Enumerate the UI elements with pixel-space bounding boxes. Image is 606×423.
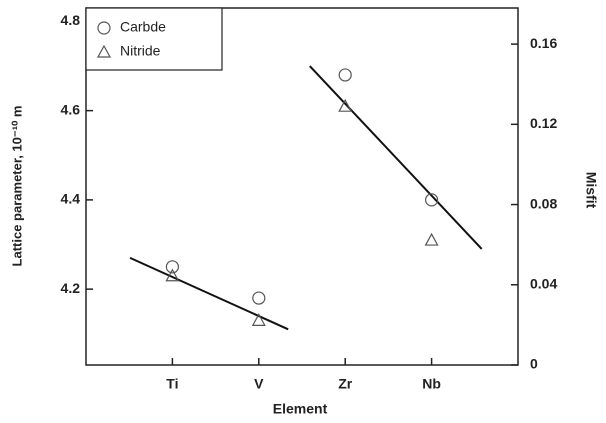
x-axis-label: Element <box>273 401 328 417</box>
data-point <box>338 68 352 82</box>
x-tick-label: Ti <box>166 376 178 392</box>
data-point <box>165 260 179 274</box>
y2-tick-label: 0.16 <box>530 35 557 51</box>
data-point <box>425 193 439 207</box>
y-tick-label: 4.4 <box>61 191 81 207</box>
y2-tick-label: 0.12 <box>530 115 557 131</box>
plot-frame <box>85 7 519 366</box>
x-tick-label: Zr <box>338 376 353 392</box>
legend-box <box>85 7 223 71</box>
y2-tick-label: 0.08 <box>530 195 557 211</box>
legend-label: Carbde <box>120 19 166 35</box>
y-tick-label: 4.2 <box>61 280 81 296</box>
legend-marker <box>97 21 111 35</box>
y-tick-label: 4.6 <box>61 101 81 117</box>
y2-axis-label: Misfit <box>583 172 599 209</box>
x-tick-label: Nb <box>422 376 441 392</box>
data-point <box>251 313 266 326</box>
y-axis-label: Lattice parameter, 10⁻¹⁰ m <box>9 106 24 267</box>
data-point <box>338 98 353 112</box>
y2-tick-label: 0 <box>530 356 538 372</box>
legend-marker <box>96 44 112 58</box>
fit-line <box>309 65 483 250</box>
data-point <box>165 268 180 282</box>
data-point <box>252 291 266 305</box>
y-tick-label: 4.8 <box>61 12 81 28</box>
y2-tick-label: 0.04 <box>530 275 557 291</box>
legend-label: Nitride <box>120 43 161 59</box>
fit-line <box>129 256 289 331</box>
x-tick-label: V <box>254 376 264 392</box>
data-point <box>424 232 439 246</box>
